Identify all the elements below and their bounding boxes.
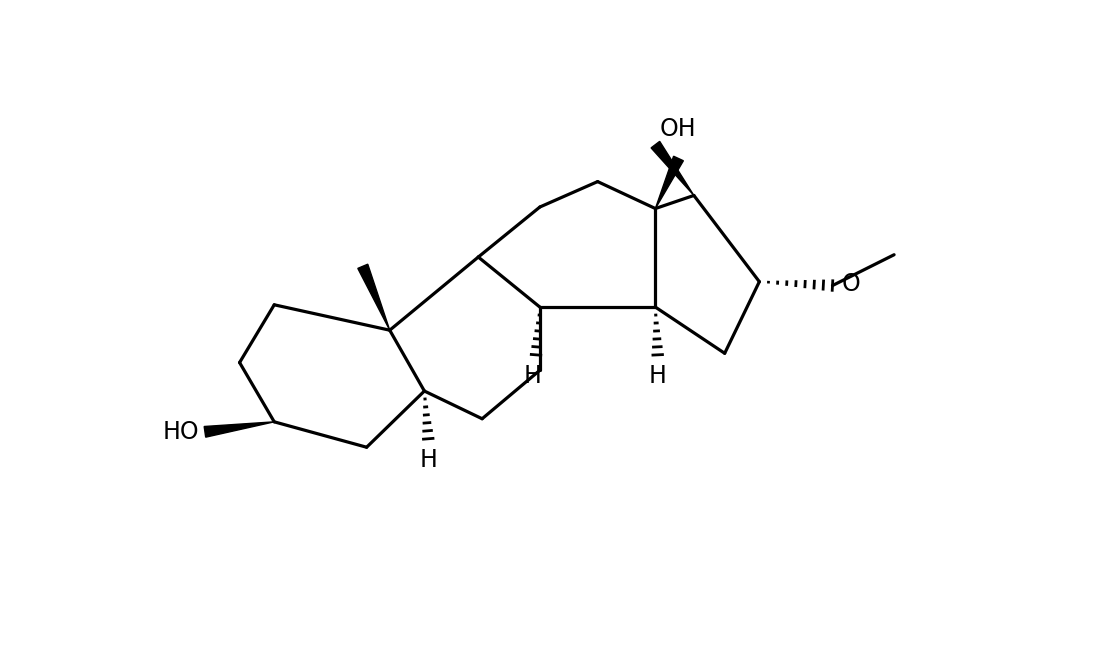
Polygon shape <box>358 264 389 330</box>
Text: H: H <box>419 448 438 472</box>
Text: H: H <box>649 364 666 388</box>
Text: HO: HO <box>162 420 199 444</box>
Text: H: H <box>523 364 542 388</box>
Polygon shape <box>651 142 694 195</box>
Polygon shape <box>655 156 684 208</box>
Polygon shape <box>205 422 275 437</box>
Text: O: O <box>841 272 861 296</box>
Text: OH: OH <box>660 116 696 141</box>
